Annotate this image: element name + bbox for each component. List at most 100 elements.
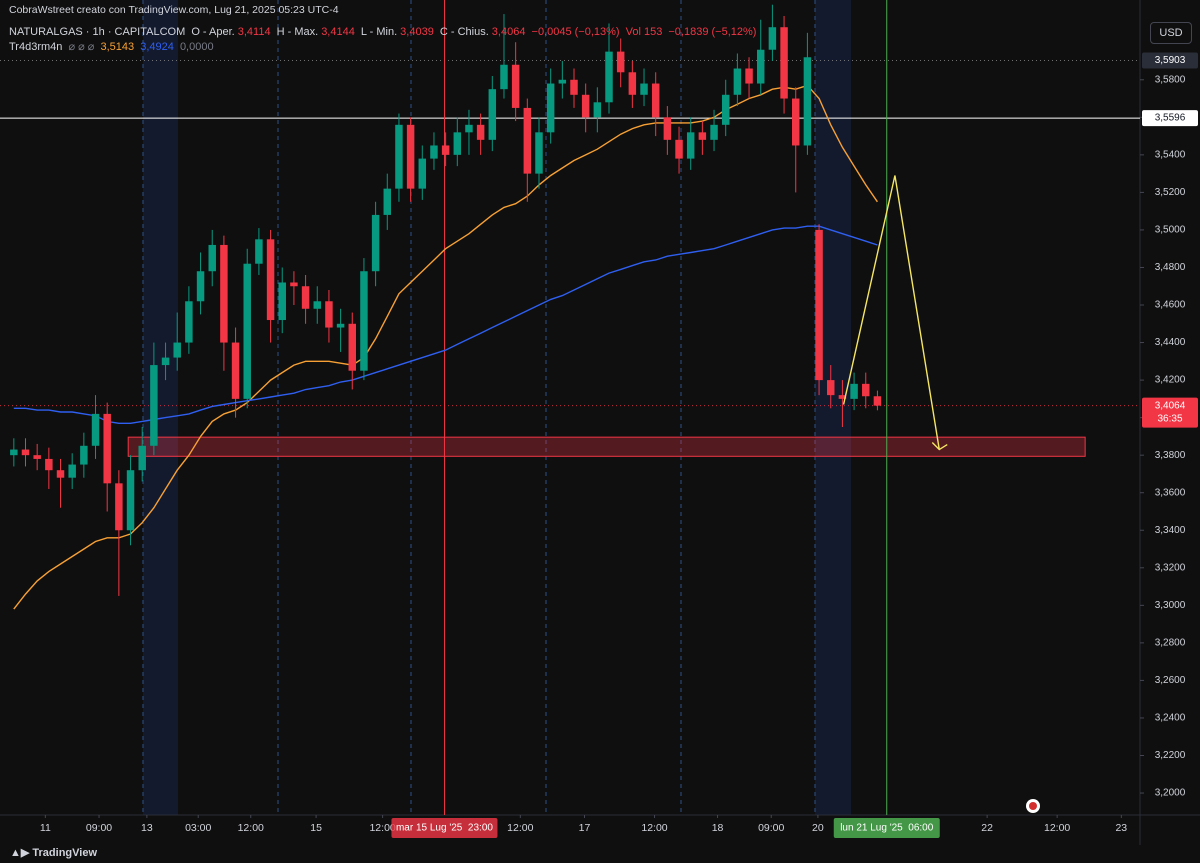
x-tick-label: 03:00 [185, 822, 211, 834]
label: C - Chius. [439, 26, 489, 38]
candle-body [126, 470, 135, 531]
y-tick-label: 3,4200 [1155, 375, 1186, 386]
moving-average [13, 225, 878, 424]
candle-body [488, 89, 497, 140]
x-tick-label: 20 [812, 822, 824, 834]
candle-body [815, 229, 823, 381]
candle-body [348, 323, 357, 371]
candle-body [453, 132, 462, 155]
value: 3,4039 [400, 26, 434, 38]
price-label: 3,5903 [1155, 55, 1186, 66]
candle-body [756, 49, 765, 84]
candle-body [418, 158, 427, 189]
indicator-name[interactable]: Tr4d3rm4n [9, 41, 63, 53]
candle-body [91, 413, 100, 446]
x-tick-label: 12:00 [507, 822, 533, 834]
value: 3,5143 [100, 41, 135, 53]
candle-body [862, 383, 870, 397]
price-badge [1142, 397, 1198, 428]
candle-body [196, 271, 205, 302]
candle-body [663, 117, 672, 140]
label: L - Min. [360, 26, 398, 38]
candle-body [325, 301, 333, 328]
y-tick-label: 3,3000 [1155, 600, 1186, 611]
candle-body [336, 323, 345, 328]
label: Vol [625, 26, 641, 38]
candle-body [523, 107, 532, 174]
price-badge [1142, 52, 1198, 69]
value: 3,4064 [491, 26, 526, 38]
support-zone [127, 436, 1086, 457]
x-tick-label: 12:00 [369, 822, 395, 834]
value: 3,4924 [140, 41, 174, 53]
countdown: 36:35 [1157, 413, 1182, 424]
candle-body [628, 72, 637, 95]
candle-body [266, 239, 275, 321]
candle-body [406, 124, 415, 189]
candle-body [208, 244, 216, 272]
candle-body [21, 449, 30, 456]
value: 3,4144 [321, 26, 355, 38]
time-badge [833, 818, 940, 838]
candle-body [476, 124, 485, 140]
y-tick-label: 3,4800 [1155, 262, 1186, 273]
value: 153 [643, 26, 663, 38]
x-tick-label: 11 [40, 822, 51, 834]
x-tick-label: 13 [141, 822, 153, 834]
candle-body [733, 68, 742, 95]
brand-name: TradingView [32, 847, 97, 859]
candle-body [68, 464, 76, 478]
x-tick-label: 22 [981, 822, 993, 834]
y-tick-label: 3,4400 [1155, 337, 1186, 348]
x-tick-label: 12:00 [238, 822, 264, 834]
candle-body [465, 124, 473, 133]
candle-body [791, 98, 800, 146]
change: −0,0045 (−0,13%) [531, 26, 620, 38]
projection-line [842, 175, 940, 450]
label: O - Aper. [191, 26, 235, 38]
candle-body [301, 286, 310, 309]
candle-body [535, 132, 543, 174]
candle-body [768, 27, 777, 50]
candle-body [360, 271, 368, 371]
candle-body [441, 145, 450, 155]
time-label: lun 21 Lug '25 06:00 [840, 823, 934, 834]
y-tick-label: 3,5400 [1155, 149, 1186, 160]
candle-body [651, 83, 660, 118]
symbol[interactable]: NATURALGAS · 1h · CAPITALCOM [9, 26, 186, 38]
y-tick-label: 3,5000 [1155, 225, 1186, 236]
candle-body [313, 301, 321, 309]
brand: ▲▶ TradingView [10, 847, 97, 859]
candle-body [243, 263, 251, 399]
candle-body [161, 357, 170, 366]
x-tick-label: 09:00 [758, 822, 784, 834]
candle-body [827, 380, 835, 396]
candle-body [231, 342, 240, 399]
y-tick-label: 3,2800 [1155, 638, 1186, 649]
label: H - Max. [276, 26, 319, 38]
candle-body [640, 83, 648, 95]
candle-body [10, 449, 18, 456]
candle-body [850, 383, 858, 399]
candle-body [710, 124, 718, 140]
x-tick-label: 12:00 [641, 822, 667, 834]
projection-arrow [931, 442, 948, 451]
candle-body [115, 483, 123, 531]
event-flag-dot [1029, 802, 1037, 810]
change: −0,1839 (−5,12%) [668, 26, 757, 38]
y-tick-label: 3,2400 [1155, 713, 1186, 724]
candle-body [570, 79, 578, 95]
candle-body [500, 64, 508, 90]
candle-body [803, 57, 812, 146]
y-tick-label: 3,3800 [1155, 450, 1186, 461]
credit: CobraWstreet creato con TradingView.com,… [9, 4, 339, 16]
time-label: mar 15 Lug '25 23:00 [396, 823, 493, 834]
y-tick-label: 3,5800 [1155, 74, 1186, 85]
candle-body [395, 124, 403, 189]
x-tick-label: 12:00 [1044, 822, 1070, 834]
candle-body [873, 396, 882, 406]
candle-body [721, 94, 730, 125]
indicator-line: Tr4d3rm4n ⌀ ⌀ ⌀ 3,5143 3,4924 0,0000 [9, 41, 214, 53]
currency-button[interactable]: USD [1150, 22, 1192, 44]
candle-body [33, 455, 41, 459]
